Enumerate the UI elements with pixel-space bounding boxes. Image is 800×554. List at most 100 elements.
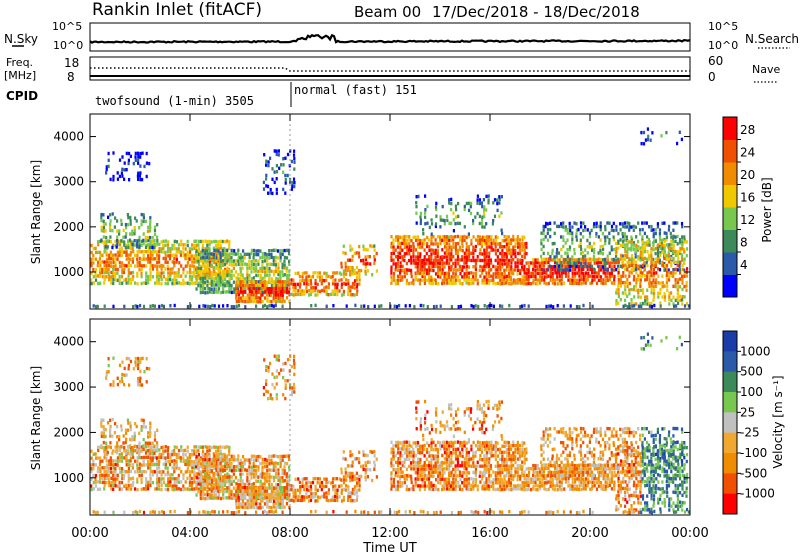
power-cell bbox=[424, 215, 427, 219]
power-cell bbox=[158, 281, 161, 285]
power-cell bbox=[613, 274, 616, 279]
velocity-cell bbox=[228, 496, 231, 500]
power-cell bbox=[355, 265, 358, 270]
power-cell bbox=[534, 258, 537, 262]
velocity-cell bbox=[195, 493, 198, 497]
cpid-segment-1: normal (fast) 151 bbox=[294, 83, 417, 97]
velocity-cell bbox=[206, 493, 209, 497]
power-cell bbox=[392, 278, 395, 282]
power-cell bbox=[261, 293, 264, 297]
power-cell bbox=[626, 243, 629, 247]
power-cell bbox=[602, 258, 605, 262]
velocity-cell bbox=[138, 462, 141, 466]
power-cell bbox=[467, 248, 471, 252]
power-cell bbox=[456, 221, 459, 225]
power-cell bbox=[658, 268, 662, 272]
velocity-cell bbox=[179, 456, 182, 460]
power-cell bbox=[421, 278, 424, 282]
power-cell bbox=[342, 275, 346, 279]
velocity-cell bbox=[201, 482, 205, 487]
velocity-cell bbox=[215, 449, 218, 453]
velocity-cell bbox=[219, 449, 222, 453]
power-cell bbox=[175, 271, 178, 275]
power-cell bbox=[648, 257, 651, 261]
power-cell bbox=[465, 268, 468, 272]
power-cell bbox=[467, 201, 470, 205]
power-cell bbox=[512, 252, 515, 256]
power-cell bbox=[122, 228, 125, 233]
power-cell bbox=[356, 289, 359, 293]
velocity-cell bbox=[226, 472, 229, 476]
velocity-cell bbox=[297, 494, 300, 499]
power-cell bbox=[427, 265, 431, 269]
power-cell bbox=[270, 290, 273, 294]
velocity-cell bbox=[164, 487, 167, 492]
power-cell bbox=[487, 194, 490, 198]
power-cell bbox=[140, 219, 143, 223]
velocity-cell bbox=[252, 458, 256, 462]
power-cell bbox=[155, 264, 158, 268]
power-cell bbox=[316, 293, 319, 297]
power-cell bbox=[635, 260, 638, 264]
power-cell bbox=[679, 260, 682, 264]
power-cell bbox=[637, 221, 640, 225]
power-cell bbox=[125, 225, 128, 230]
power-cell bbox=[286, 283, 289, 287]
velocity-cell bbox=[299, 495, 302, 499]
power-cell bbox=[217, 240, 220, 244]
velocity-cell bbox=[219, 477, 222, 481]
power-cell bbox=[566, 231, 569, 235]
power-cell bbox=[151, 243, 154, 247]
power-cell bbox=[632, 267, 635, 271]
nsky-tick-top: 10^5 bbox=[52, 20, 82, 33]
power-cell bbox=[652, 291, 656, 296]
velocity-cell bbox=[90, 484, 93, 488]
power-cell bbox=[595, 261, 598, 265]
power-cell bbox=[279, 290, 282, 294]
power-cell bbox=[151, 239, 154, 244]
power-cell bbox=[266, 305, 269, 309]
velocity-cell bbox=[208, 448, 211, 453]
velocity-cell bbox=[243, 461, 246, 466]
power-cell bbox=[104, 229, 107, 233]
velocity-cell bbox=[164, 459, 167, 464]
power-cell bbox=[149, 216, 152, 220]
velocity-cell bbox=[129, 487, 133, 491]
power-cell bbox=[310, 304, 313, 308]
power-cell bbox=[487, 241, 490, 246]
velocity-cell bbox=[99, 456, 102, 460]
power-cell bbox=[423, 281, 426, 285]
power-cell bbox=[318, 275, 321, 279]
power-cell bbox=[123, 304, 126, 309]
power-cell bbox=[481, 235, 484, 239]
power-cell bbox=[141, 151, 144, 155]
power-cell bbox=[501, 231, 504, 236]
power-cell bbox=[264, 252, 267, 256]
power-cell bbox=[160, 282, 163, 286]
velocity-cell bbox=[123, 484, 126, 488]
power-cell bbox=[624, 234, 627, 239]
power-cell bbox=[215, 256, 218, 260]
velocity-cell bbox=[156, 441, 159, 445]
velocity-cell bbox=[248, 461, 251, 465]
velocity-cell bbox=[208, 462, 211, 466]
power-cell bbox=[135, 219, 138, 223]
power-cell bbox=[158, 260, 161, 264]
power-cell bbox=[489, 238, 493, 242]
power-cell bbox=[123, 278, 126, 282]
power-cell bbox=[237, 280, 240, 285]
power-cell bbox=[408, 242, 411, 246]
power-cell bbox=[674, 267, 677, 271]
velocity-cell bbox=[167, 477, 170, 481]
power-cell bbox=[182, 250, 185, 255]
power-cell bbox=[615, 291, 618, 295]
velocity-cell bbox=[190, 463, 194, 467]
power-cell bbox=[510, 267, 513, 272]
power-cell bbox=[281, 293, 284, 297]
power-cell bbox=[490, 268, 493, 272]
power-cell bbox=[564, 241, 567, 245]
velocity-cell bbox=[215, 496, 218, 500]
velocity-cell bbox=[265, 489, 269, 493]
velocity-cell bbox=[127, 474, 130, 478]
power-cell bbox=[250, 296, 253, 301]
